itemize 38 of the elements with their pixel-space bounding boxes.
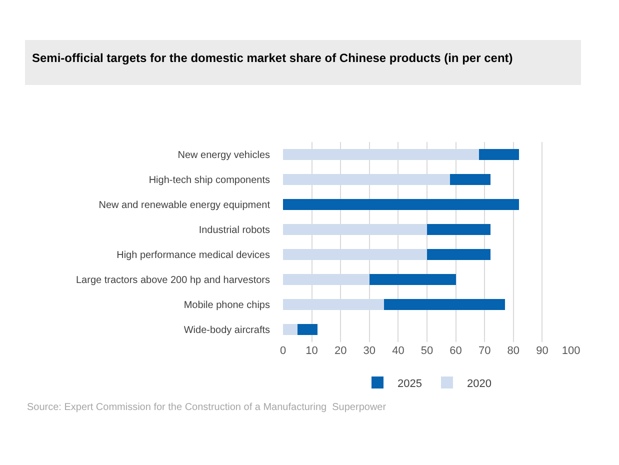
bar: [283, 324, 298, 336]
bar: [283, 248, 427, 260]
bar: [450, 174, 490, 186]
x-tick-label: 0: [280, 345, 286, 357]
source-note: Source: Expert Commission for the Construction of a Manufacturing Superpower: [27, 402, 387, 413]
bar: [283, 298, 384, 310]
x-tick-label: 10: [306, 345, 318, 357]
y-tick-label: Mobile phone chips: [184, 300, 270, 311]
x-tick-label: 80: [507, 345, 520, 357]
chart-title: Semi-official targets for the domestic market share of Chinese products (in per cent): [32, 51, 513, 65]
bar: [283, 148, 479, 160]
bar: [427, 248, 490, 260]
y-tick-label: New energy vehicles: [178, 150, 270, 161]
bar: [283, 174, 450, 186]
y-tick-label: High-tech ship components: [148, 175, 270, 186]
bar: [478, 148, 520, 160]
x-tick-label: 70: [478, 345, 491, 357]
legend-label: 2025: [398, 378, 422, 390]
y-tick-label: High performance medical devices: [116, 250, 270, 261]
y-tick-label: New and renewable energy equipment: [98, 200, 270, 211]
bar: [283, 224, 427, 236]
x-tick-label: 60: [450, 345, 462, 357]
x-tick-label: 50: [420, 345, 434, 357]
x-tick-label: 100: [562, 345, 580, 357]
bar: [369, 274, 456, 286]
bar: [297, 324, 318, 336]
legend-label: 2020: [466, 378, 492, 390]
x-tick-label: 30: [363, 345, 376, 357]
x-tick-label: 90: [536, 345, 548, 357]
y-tick-label: Wide-body aircrafts: [184, 325, 270, 336]
bar: [384, 298, 505, 310]
bar: [427, 224, 490, 236]
y-tick-label: Industrial robots: [198, 225, 270, 236]
bar: [283, 198, 520, 210]
bar: [283, 274, 370, 286]
x-tick-label: 20: [334, 345, 347, 357]
x-tick-label: 40: [392, 345, 404, 357]
y-tick-label: Large tractors above 200 hp and harvestors: [76, 275, 270, 286]
